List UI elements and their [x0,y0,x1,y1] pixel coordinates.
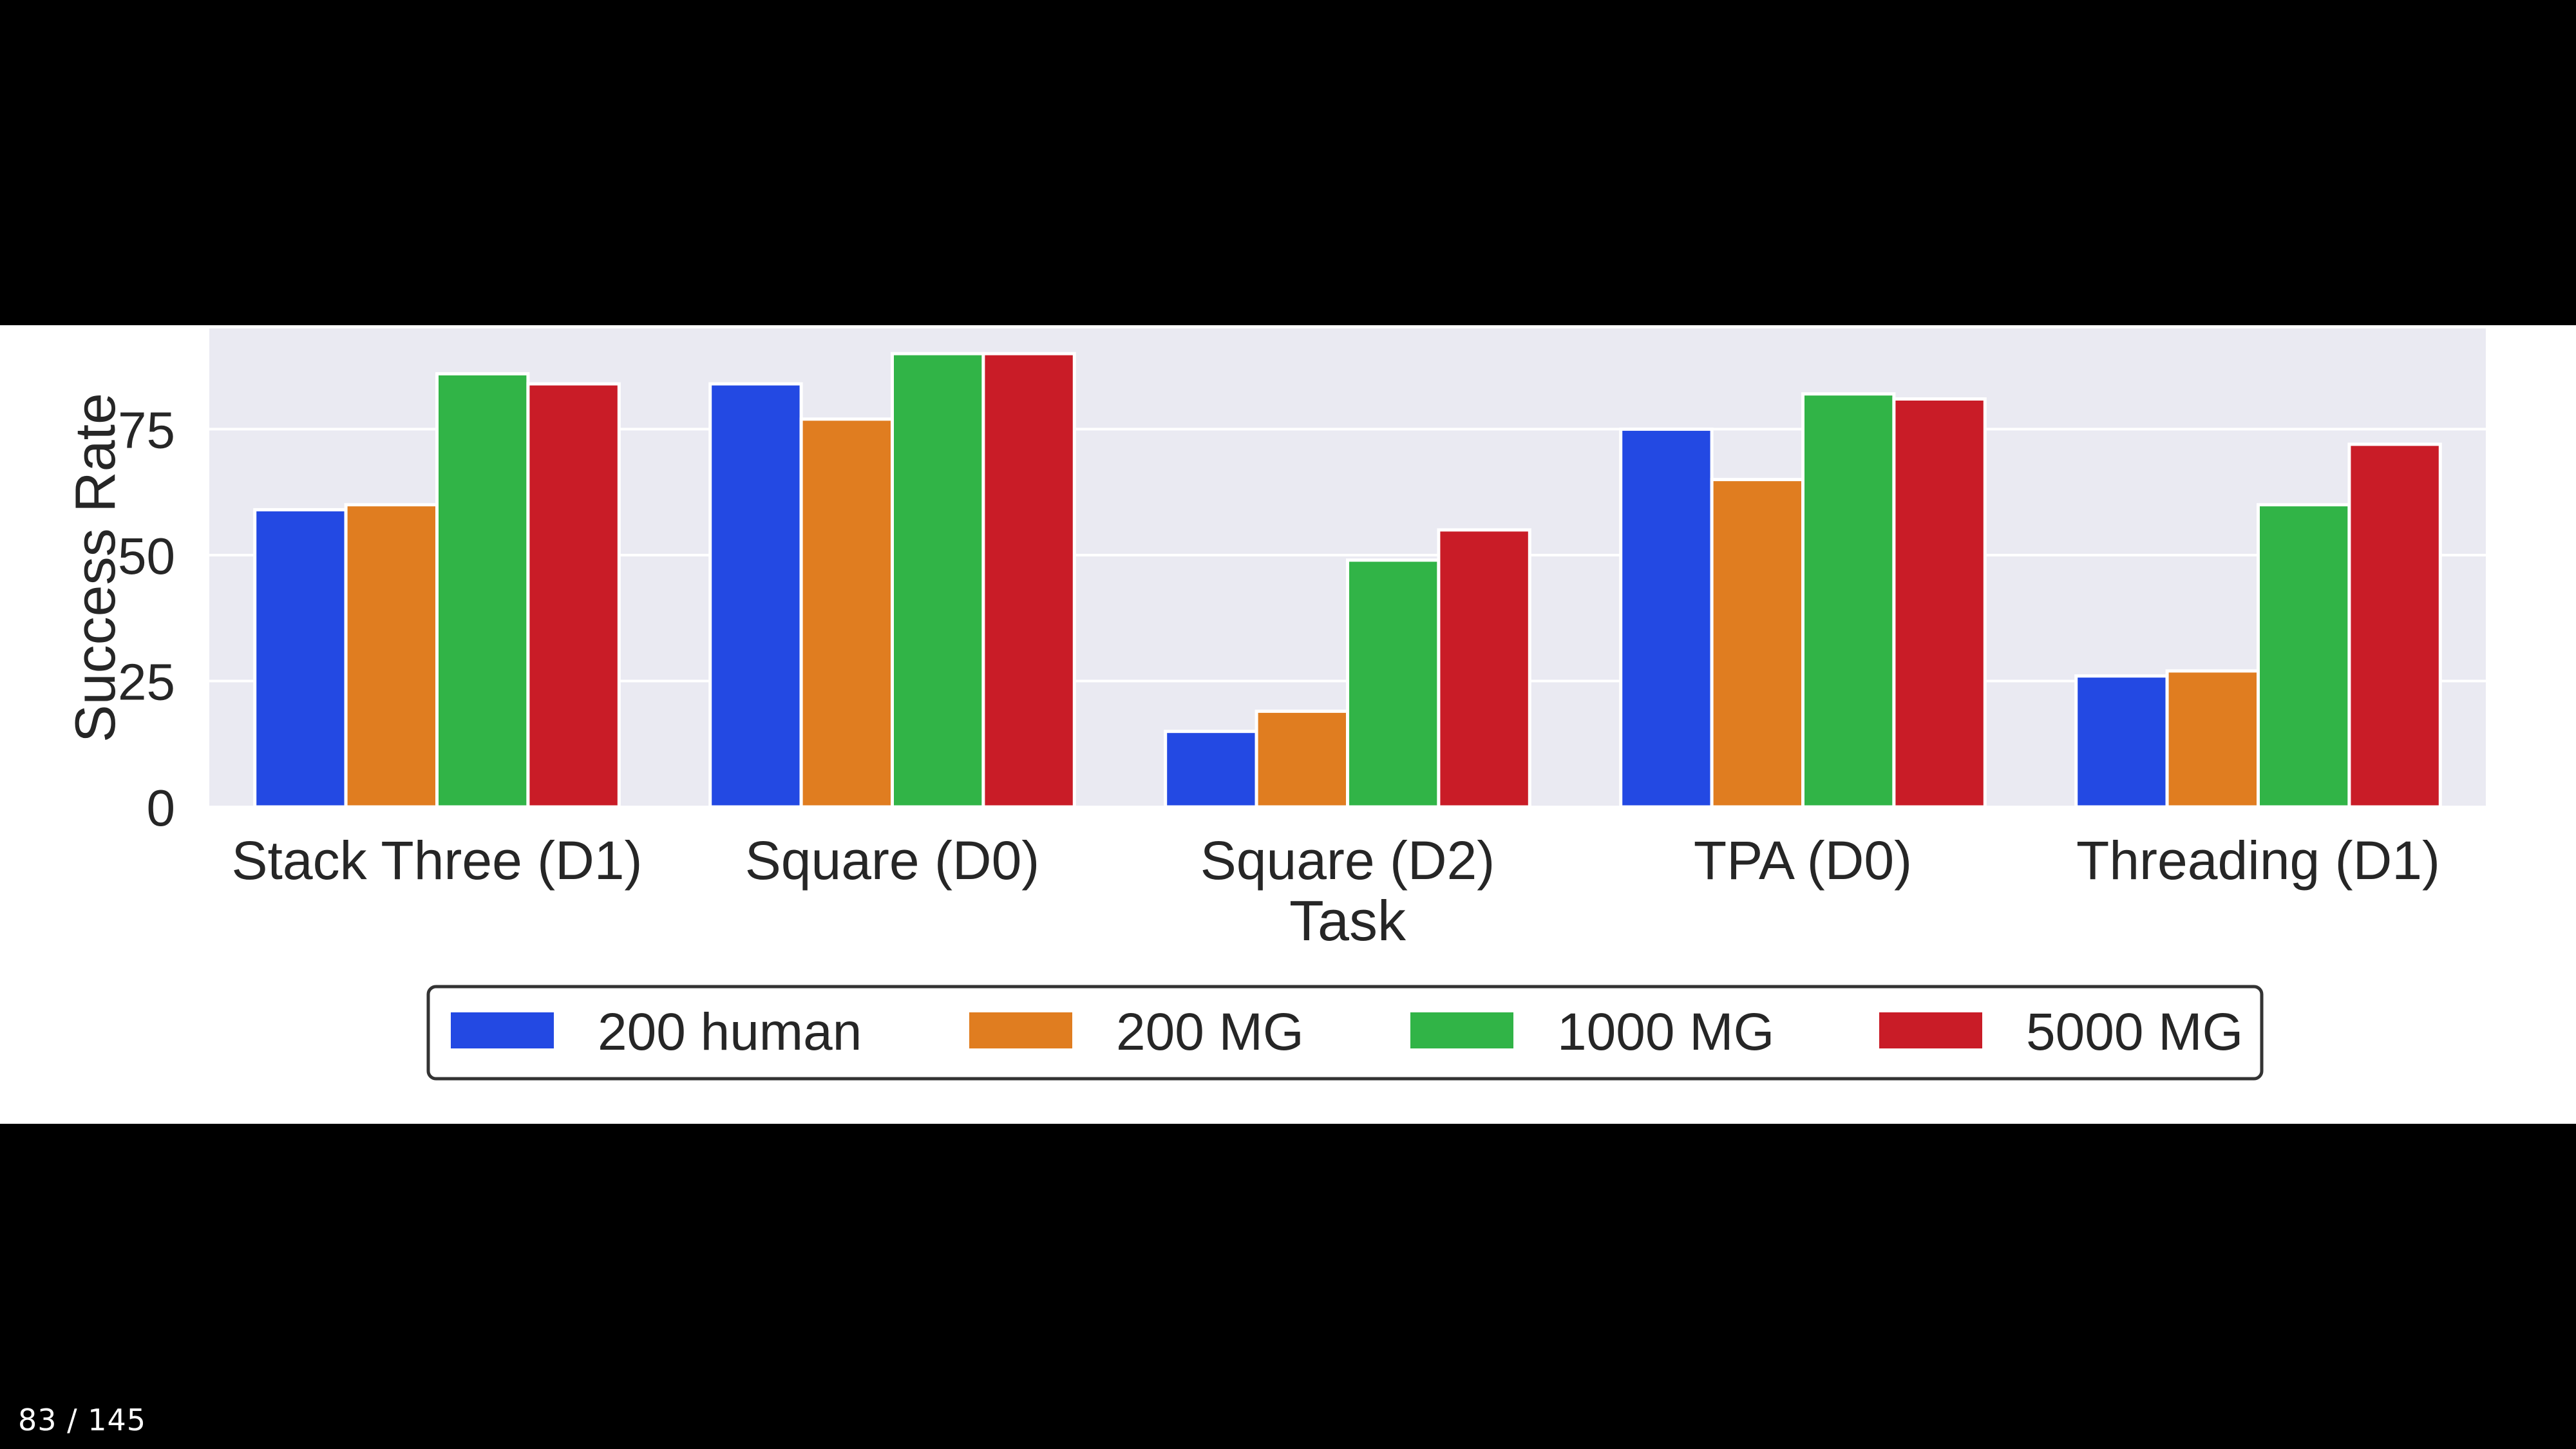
y-tick-label: 0 [147,779,176,837]
bar [253,508,348,809]
legend-label: 1000 MG [1557,1003,1774,1061]
bar [2347,442,2442,809]
x-tick-labels: Stack Three (D1) Square (D0) Square (D2) TP… [232,830,2440,891]
x-tick-label: Square (D0) [745,830,1040,891]
legend-frame [426,985,2264,1081]
y-tick-label: 50 [118,527,175,585]
page-counter: 83 / 145 [18,1403,147,1437]
bar [2074,674,2169,809]
bar [1619,427,1714,809]
x-tick-label: Stack Three (D1) [232,830,643,891]
x-tick-label: Threading (D1) [2076,830,2440,891]
bar [1437,528,1531,809]
y-axis-label: Success Rate [63,393,127,743]
slide: 0 25 50 75 Stack Three (D1) Square (D0) Squar… [0,325,2576,1124]
bar [1255,709,1349,809]
legend-label: 200 MG [1116,1003,1304,1061]
y-tick-label: 75 [118,401,175,459]
y-tick-labels: 0 25 50 75 [118,401,175,837]
legend-label: 200 human [598,1003,862,1061]
bar [1892,397,1987,809]
legend: 200 human 200 MG 1000 MG 5000 MG [426,985,2264,1081]
legend-swatch [451,1012,554,1048]
bar [708,382,803,809]
legend-swatch [1410,1012,1513,1048]
bar [526,382,621,809]
bar [1801,392,1896,809]
bars [253,352,2442,809]
bar [1164,730,1258,809]
bar [1710,478,1805,809]
legend-swatch [969,1012,1072,1048]
bar [2165,669,2260,809]
bar [799,417,894,809]
y-tick-label: 25 [118,653,175,710]
bar-chart: 0 25 50 75 Stack Three (D1) Square (D0) Squar… [63,328,2486,1081]
x-axis-label: Task [1289,889,1406,952]
bar [435,372,530,809]
bar [1346,558,1441,809]
bar [2257,503,2351,809]
bar [891,352,985,809]
legend-label: 5000 MG [2026,1003,2243,1061]
legend-swatch [1879,1012,1982,1048]
bar [981,352,1076,809]
x-tick-label: Square (D2) [1200,830,1495,891]
bar [344,503,439,809]
x-tick-label: TPA (D0) [1694,830,1912,891]
